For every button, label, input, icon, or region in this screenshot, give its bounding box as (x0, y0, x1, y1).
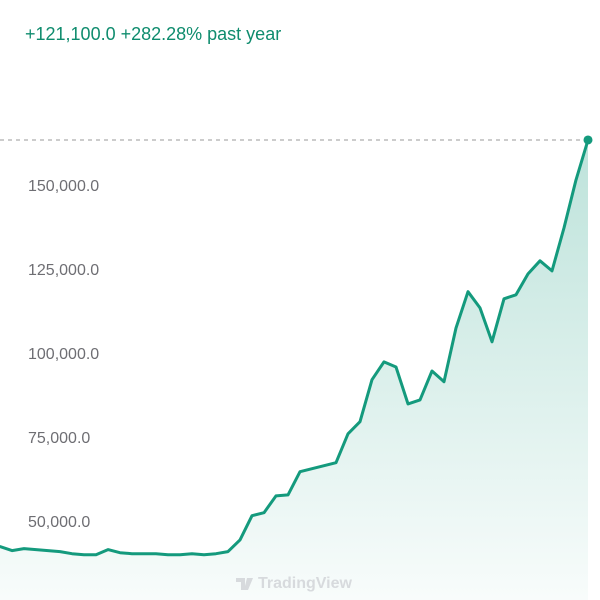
watermark-logo (236, 578, 253, 590)
price-line (0, 138, 590, 557)
y-tick-label: 125,000.0 (28, 262, 99, 279)
y-tick-label: 50,000.0 (28, 514, 90, 531)
plot-area: 50,000.0 75,000.0 100,000.0 125,000.0 150,00… (0, 135, 593, 600)
watermark-text: TradingView (258, 575, 353, 592)
area-fill (0, 140, 588, 600)
subtitle: +121,100.0 +282.28% past year (25, 24, 281, 44)
last-point (583, 135, 593, 145)
y-tick-label: 150,000.0 (28, 178, 99, 195)
y-tick-label: 100,000.0 (28, 346, 99, 363)
watermark: TradingView (236, 575, 353, 592)
y-tick-label: 75,000.0 (28, 430, 90, 447)
